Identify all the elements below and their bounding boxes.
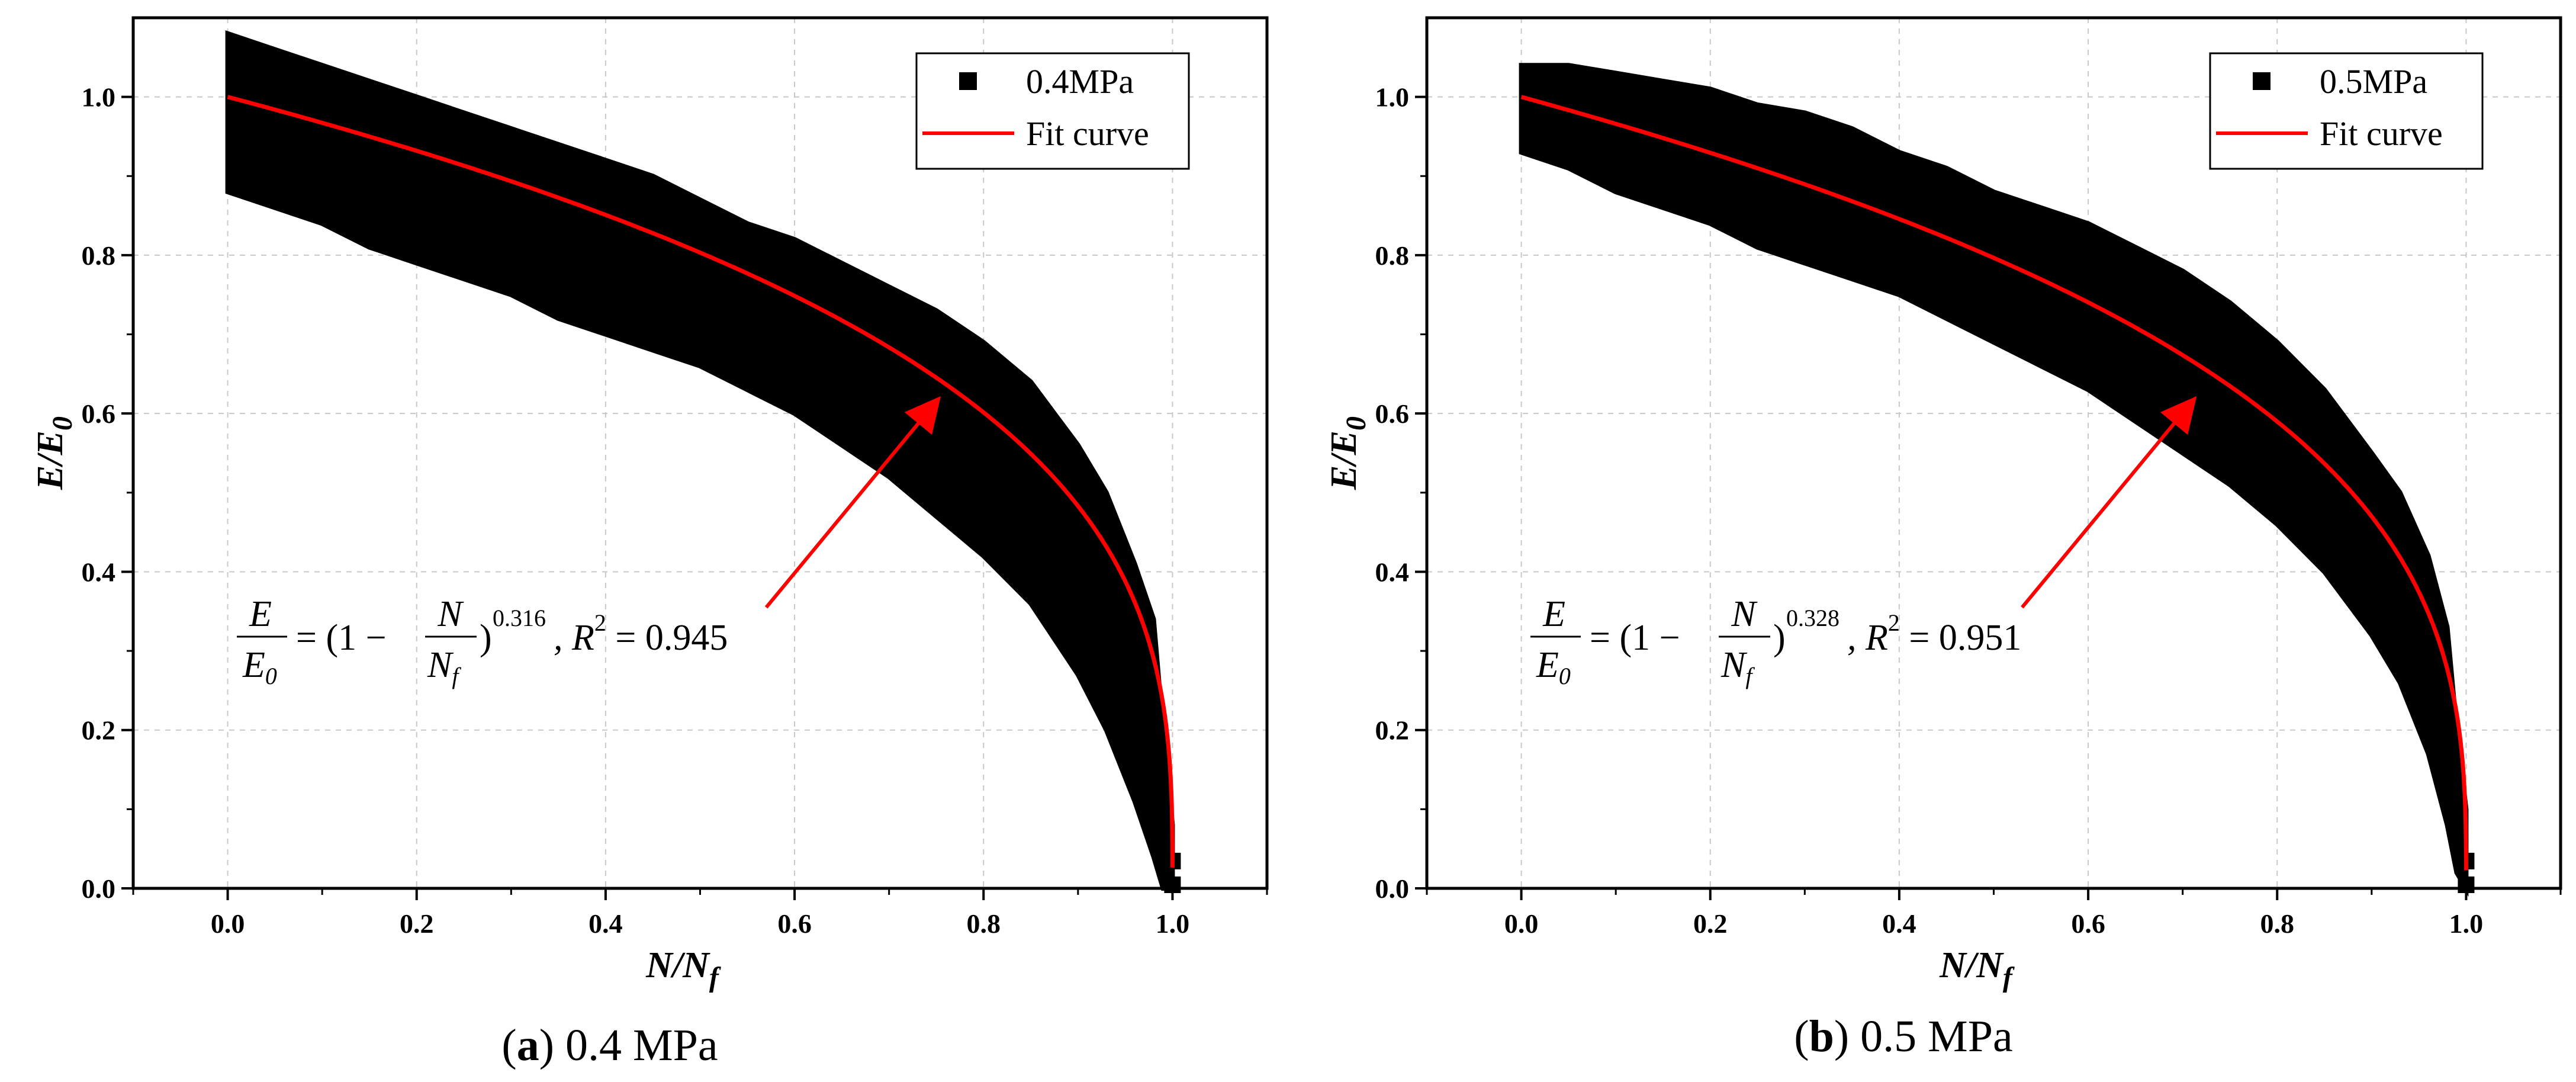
panel-a-x-tick-label: 0.8	[967, 908, 1001, 939]
panel-a-y-tick-label: 0.6	[82, 399, 116, 429]
panel-b-annotation-arrow	[2021, 396, 2197, 609]
panel-a-y-axis-title-main: E/E	[30, 431, 70, 490]
panel-a-eq-r2: , R2 = 0.945	[554, 609, 728, 658]
panel-a-caption: (a) 0.4 MPa	[501, 1020, 718, 1070]
panel-b-data-cloud	[1519, 63, 2469, 897]
panel-b-y-axis-title-main: E/E	[1324, 431, 1364, 490]
panel-a-eq-lhs-num: E	[249, 594, 272, 634]
panel-a-chart: 0.0 0.2 0.4 0.6 0.8 1.00.00.20.40.60.81.0N/Nf…	[30, 16, 1269, 993]
panel-a-x-tick-label: 0.6	[777, 908, 812, 939]
panel-a-eq-r-label: , R	[554, 618, 594, 658]
panel-a-x-tick-label: 0.0	[211, 908, 245, 939]
panel-b-legend: 0.5MPa Fit curve	[2209, 52, 2484, 170]
panel-b-eq-lhs-num: E	[1542, 594, 1565, 634]
panel-a-legend-square-marker	[959, 72, 977, 90]
panel-a-y-axis-title-group: E/E0	[30, 416, 78, 490]
panel-b-legend-square-marker	[2253, 72, 2271, 90]
panel-b-x-tick-label: 0.8	[2260, 908, 2295, 939]
panel-a-annotation-arrow	[764, 396, 941, 609]
panel-b-fit-curve	[1520, 95, 2468, 871]
panel-b-equation: E E0 = (1 − N Nf) 0.328 , R2 = 0.951	[1530, 594, 2021, 689]
panel-b-legend-label-data: 0.5MPa	[2320, 62, 2427, 101]
panel-a-x-axis-title: N/Nf	[645, 945, 721, 993]
panel-a-x-axis-title-main: N/N	[645, 945, 710, 985]
panel-a-eq-frac-den: Nf	[427, 645, 461, 689]
panel-b-eq-r-sup: 2	[1888, 609, 1900, 636]
panel-b-eq-frac-den-sub: f	[1745, 663, 1755, 689]
panel-a-y-tick-label: 0.2	[82, 715, 116, 746]
panel-b-y-tick-label: 0.8	[1375, 240, 1410, 271]
panel-b-eq-exponent: 0.328	[1786, 605, 1839, 631]
panel-a-caption-text: 0.4 MPa	[554, 1020, 718, 1070]
panel-a-y-tick-label: 0.0	[82, 874, 116, 904]
panel-a-y-axis-title: E/E0	[30, 416, 78, 490]
panel-b-x-axis-title-sub: f	[2003, 962, 2015, 993]
panel-b-x-tick-label: 0.2	[1693, 908, 1728, 939]
panel-b-eq-close: )	[1773, 618, 1786, 658]
panel-b-eq-r-label: , R	[1847, 618, 1888, 658]
panel-b-eq-lhs-den: E0	[1536, 645, 1571, 689]
panel-a-y-tick-label: 0.4	[82, 557, 116, 587]
panel-a-eq-lhs-den-sub: 0	[265, 663, 277, 689]
panel-b-caption: (b) 0.5 MPa	[1794, 1012, 2012, 1061]
panel-b-y-tick-label: 0.4	[1375, 557, 1410, 587]
panel-b-eq-lhs-den-sub: 0	[1559, 663, 1571, 689]
panel-a-caption-letter: a	[517, 1020, 539, 1070]
panel-a-eq-r-sup: 2	[594, 609, 606, 636]
panel-b-y-axis-title-group: E/E0	[1324, 416, 1372, 490]
panel-a-eq-frac-den-sub: f	[452, 663, 461, 689]
panel-b-y-tick-label: 0.6	[1375, 399, 1410, 429]
panel-a-y-tick-label: 1.0	[82, 82, 116, 113]
panel-a-eq-exponent: 0.316	[493, 605, 546, 631]
panel-a-x-tick-label: 0.2	[400, 908, 434, 939]
panel-b-x-tick-label: 0.0	[1504, 908, 1539, 939]
panel-a-eq-r-value: = 0.945	[606, 618, 728, 658]
panel-b-y-axis-title: E/E0	[1324, 416, 1372, 490]
panel-b-x-tick-label: 1.0	[2449, 908, 2484, 939]
panel-a-equation: E E0 = (1 − N Nf) 0.316 , R2 = 0.945	[237, 594, 728, 689]
panel-b-x-axis-title-main: N/N	[1939, 945, 2004, 985]
panel-b-eq-body: = (1 −	[1590, 618, 1680, 658]
panel-b-x-tick-label: 0.4	[1882, 908, 1916, 939]
panel-b-y-tick-label: 1.0	[1375, 82, 1410, 113]
panel-a-fit-curve	[227, 95, 1175, 868]
panel-a-x-axis-title-sub: f	[709, 962, 721, 993]
panel-b-y-tick-label: 0.0	[1375, 874, 1410, 904]
panel-b-y-axis-title-sub: 0	[1340, 416, 1372, 431]
panel-b-caption-letter: b	[1809, 1012, 1834, 1061]
panel-a-legend-label-data: 0.4MPa	[1026, 62, 1134, 101]
panel-b-eq-frac-den: Nf	[1720, 645, 1755, 689]
panel-a-eq-body: = (1 −	[296, 618, 387, 658]
panel-b-y-tick-label: 0.2	[1375, 715, 1410, 746]
panel-a-y-axis-title-sub: 0	[47, 416, 78, 431]
panel-a-x-tick-label: 1.0	[1156, 908, 1190, 939]
panel-a-x-tick-label: 0.4	[588, 908, 623, 939]
panel-a-eq-lhs-den: E0	[242, 645, 277, 689]
panel-b-eq-r-value: = 0.951	[1900, 618, 2021, 658]
panel-a-legend: 0.4MPa Fit curve	[915, 52, 1190, 170]
panel-a-eq-close: )	[480, 618, 492, 658]
panel-b-x-tick-label: 0.6	[2071, 908, 2105, 939]
panel-b-caption-text: 0.5 MPa	[1849, 1012, 2013, 1061]
panel-b-chart: 0.0 0.2 0.4 0.6 0.8 1.00.00.20.40.60.81.0N/Nf…	[1324, 16, 2562, 993]
panel-b-x-axis-title: N/Nf	[1939, 945, 2015, 993]
panel-a-y-tick-label: 0.8	[82, 240, 116, 271]
panel-b-eq-r2: , R2 = 0.951	[1847, 609, 2021, 658]
panel-b-legend-label-fit: Fit curve	[2320, 114, 2443, 153]
panel-b-eq-frac-num: N	[1731, 594, 1758, 634]
panel-a-legend-label-fit: Fit curve	[1026, 114, 1149, 153]
panel-a-eq-frac-num: N	[437, 594, 464, 634]
